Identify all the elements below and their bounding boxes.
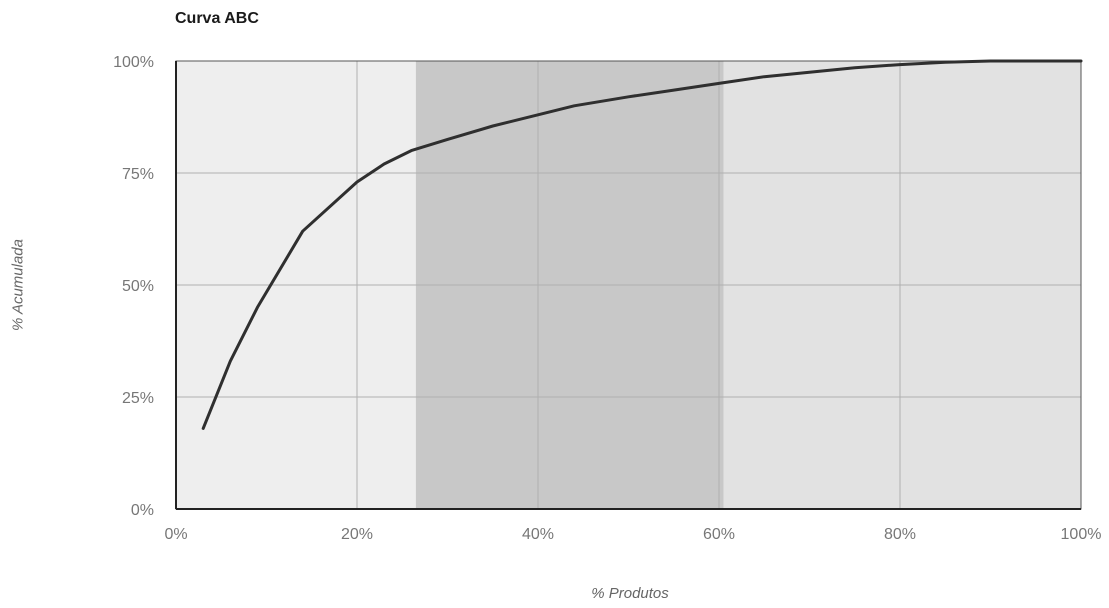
x-tick-label: 40% xyxy=(522,526,554,543)
y-tick-label: 25% xyxy=(122,390,154,407)
x-tick-label: 60% xyxy=(703,526,735,543)
y-tick-label: 0% xyxy=(131,502,154,519)
x-tick-label: 100% xyxy=(1061,526,1102,543)
y-tick-label: 50% xyxy=(122,278,154,295)
y-tick-label: 100% xyxy=(113,54,154,71)
chart-title: Curva ABC xyxy=(175,10,259,27)
grid-layer xyxy=(176,61,1081,509)
axes-layer xyxy=(175,60,1082,510)
x-axis-label: % Produtos xyxy=(591,585,669,602)
x-tick-label: 80% xyxy=(884,526,916,543)
series-layer xyxy=(201,59,1083,430)
series-line-0 xyxy=(201,59,1083,430)
tick-label-layer: 0% 20% 40% 60% 80% 100% 0% 25% 50% 75% 100% xyxy=(113,54,1101,543)
y-tick-label: 75% xyxy=(122,166,154,183)
x-tick-label: 0% xyxy=(164,526,187,543)
x-tick-label: 20% xyxy=(341,526,373,543)
